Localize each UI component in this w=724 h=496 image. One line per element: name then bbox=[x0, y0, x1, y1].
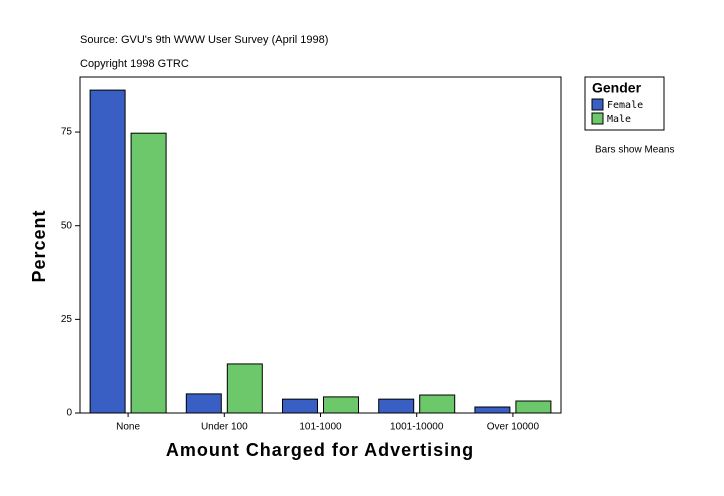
x-tick-label: 101-1000 bbox=[299, 422, 342, 433]
bar bbox=[378, 398, 415, 414]
legend-box bbox=[584, 76, 665, 131]
y-tick-label: 0 bbox=[66, 408, 72, 419]
x-tick-label: Over 10000 bbox=[487, 422, 540, 433]
bar bbox=[419, 394, 456, 414]
x-tick-label: Under 100 bbox=[201, 422, 248, 433]
chart-title: Source: GVU's 9th WWW User Survey (April… bbox=[80, 34, 328, 46]
bar bbox=[89, 89, 126, 414]
legend-swatch bbox=[591, 112, 604, 125]
legend-label: Male bbox=[607, 114, 631, 125]
y-tick-label: 75 bbox=[61, 127, 73, 138]
legend-title: Gender bbox=[592, 80, 642, 96]
legend-label: Female bbox=[607, 100, 643, 111]
legend-swatch bbox=[591, 98, 604, 111]
y-axis-label: Percent bbox=[29, 209, 49, 282]
y-tick-label: 25 bbox=[61, 314, 73, 325]
bar bbox=[185, 393, 222, 414]
annotation: Bars show Means bbox=[595, 145, 674, 156]
bar bbox=[130, 132, 167, 414]
bar bbox=[474, 406, 511, 414]
bar bbox=[323, 396, 359, 414]
x-tick-label: 1001-10000 bbox=[390, 422, 444, 433]
x-axis-label: Amount Charged for Advertising bbox=[166, 440, 474, 460]
chart-subtitle: Copyright 1998 GTRC bbox=[80, 58, 189, 70]
y-tick-label: 50 bbox=[61, 220, 73, 231]
bar bbox=[515, 400, 552, 414]
bar bbox=[282, 398, 318, 414]
bar bbox=[226, 363, 263, 414]
x-tick-label: None bbox=[116, 422, 140, 433]
